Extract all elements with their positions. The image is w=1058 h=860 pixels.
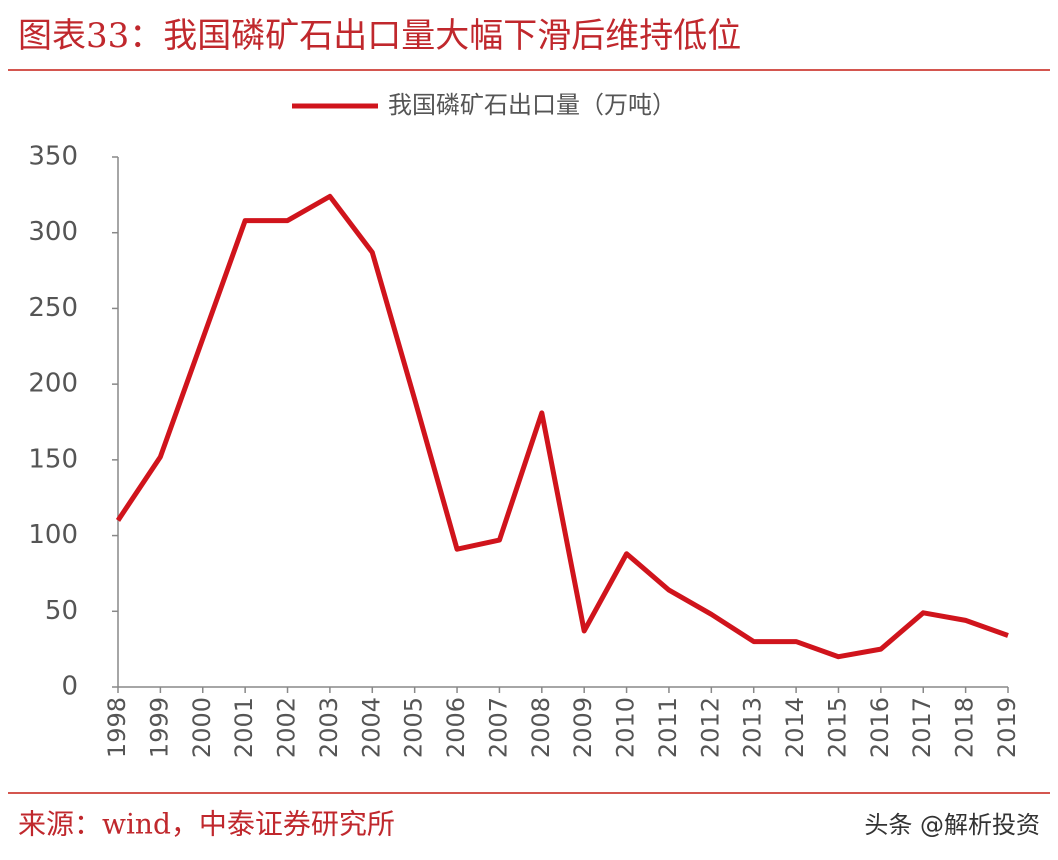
x-tick-label: 2010 <box>612 697 640 758</box>
x-tick-label: 2015 <box>823 697 851 758</box>
x-tick-label: 2011 <box>654 697 682 758</box>
y-tick-label: 350 <box>28 142 78 172</box>
legend-label: 我国磷矿石出口量（万吨） <box>388 91 676 119</box>
x-tick-label: 2002 <box>273 697 301 758</box>
x-tick-label: 2004 <box>357 697 385 758</box>
x-tick-label: 2003 <box>315 697 343 758</box>
y-tick-label: 250 <box>28 293 78 323</box>
series-line <box>115 193 1009 660</box>
source: 来源：wind，中泰证券研究所 <box>18 808 395 841</box>
chart-title: 图表33：我国磷矿石出口量大幅下滑后维持低位 <box>18 16 741 56</box>
y-tick-label: 0 <box>61 672 78 702</box>
x-tick-label: 2008 <box>527 697 555 758</box>
x-tick-label: 2006 <box>442 697 470 758</box>
x-tick-label: 2005 <box>400 697 428 758</box>
x-tick-label: 2001 <box>230 697 258 758</box>
y-tick-label: 50 <box>45 596 78 626</box>
x-tick-label: 2013 <box>739 697 767 758</box>
y-tick-label: 100 <box>28 520 78 550</box>
x-tick-label: 2018 <box>951 697 979 758</box>
x-tick-label: 1999 <box>145 697 173 758</box>
x-tick-label: 2007 <box>484 697 512 758</box>
y-tick-label: 300 <box>28 217 78 247</box>
x-tick-label: 2016 <box>866 697 894 758</box>
x-tick-label: 1998 <box>103 697 131 758</box>
watermark: 头条 @解析投资 <box>864 811 1040 839</box>
x-tick-label: 2019 <box>993 697 1021 758</box>
x-tick-label: 2009 <box>569 697 597 758</box>
y-tick-label: 150 <box>28 444 78 474</box>
x-tick-label: 2017 <box>908 697 936 758</box>
x-tick-label: 2000 <box>188 697 216 758</box>
x-tick-label: 2012 <box>696 697 724 758</box>
y-tick-label: 200 <box>28 369 78 399</box>
x-tick-label: 2014 <box>781 697 809 758</box>
